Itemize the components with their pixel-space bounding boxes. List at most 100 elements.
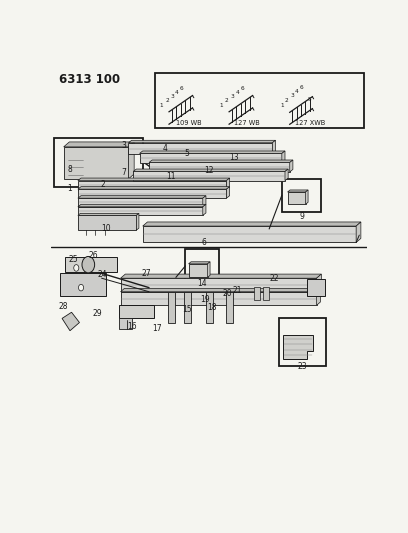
Bar	[121, 292, 317, 305]
Polygon shape	[317, 274, 322, 292]
Polygon shape	[149, 160, 293, 163]
Polygon shape	[78, 196, 206, 198]
Bar	[65, 257, 118, 272]
Polygon shape	[203, 196, 206, 207]
Polygon shape	[188, 262, 210, 264]
Text: 109 WB: 109 WB	[176, 120, 202, 126]
Bar	[206, 292, 213, 322]
Text: 8: 8	[68, 165, 72, 174]
Bar	[188, 264, 208, 277]
Polygon shape	[284, 335, 313, 359]
Text: 14: 14	[197, 279, 206, 288]
Bar	[254, 287, 259, 300]
Text: 23: 23	[297, 362, 307, 372]
Bar	[185, 249, 219, 282]
Polygon shape	[203, 204, 206, 215]
Bar	[129, 143, 273, 154]
Circle shape	[78, 284, 84, 291]
Text: 6: 6	[202, 238, 207, 247]
Text: 6: 6	[300, 85, 304, 90]
Bar	[78, 198, 203, 207]
Text: 3: 3	[171, 94, 175, 99]
Polygon shape	[226, 178, 230, 190]
Text: 25: 25	[69, 255, 79, 264]
Text: 2: 2	[285, 98, 289, 102]
Bar	[119, 305, 154, 318]
Polygon shape	[317, 288, 320, 305]
Text: 1: 1	[159, 102, 163, 108]
Bar	[78, 207, 203, 215]
Polygon shape	[129, 142, 134, 179]
Bar	[263, 287, 268, 300]
Text: 28: 28	[59, 302, 69, 311]
Text: 4: 4	[175, 90, 179, 95]
Bar	[121, 278, 317, 292]
Text: 2: 2	[101, 180, 106, 189]
Polygon shape	[121, 274, 322, 278]
Text: 2: 2	[225, 99, 228, 103]
Polygon shape	[129, 140, 275, 143]
Text: 1: 1	[68, 184, 72, 193]
Bar	[279, 318, 326, 366]
Polygon shape	[136, 213, 139, 230]
Text: 6313 100: 6313 100	[59, 73, 120, 86]
Bar	[226, 292, 233, 322]
Polygon shape	[78, 213, 139, 215]
Polygon shape	[306, 190, 308, 204]
Text: 2: 2	[166, 98, 169, 102]
Text: 16: 16	[127, 322, 136, 331]
Text: 3: 3	[290, 93, 294, 99]
Text: 17: 17	[152, 324, 162, 333]
Polygon shape	[62, 312, 80, 330]
Bar	[54, 138, 143, 187]
Bar	[78, 215, 136, 230]
Bar	[168, 292, 175, 322]
Text: 20: 20	[223, 289, 232, 298]
Text: 5: 5	[184, 149, 189, 158]
Text: 29: 29	[92, 309, 102, 318]
Bar	[78, 189, 226, 198]
Bar	[149, 163, 290, 172]
Text: 15: 15	[182, 305, 192, 314]
Circle shape	[74, 265, 79, 271]
Text: 1: 1	[280, 102, 284, 108]
Text: 127 XWB: 127 XWB	[295, 120, 326, 126]
Polygon shape	[356, 222, 361, 243]
Bar	[64, 147, 129, 179]
Polygon shape	[285, 169, 288, 181]
Text: 24: 24	[98, 270, 107, 279]
Text: 1: 1	[220, 103, 223, 108]
Text: 4: 4	[236, 90, 239, 95]
Polygon shape	[226, 187, 230, 198]
Bar	[143, 226, 356, 243]
Polygon shape	[208, 262, 210, 277]
Bar	[119, 318, 132, 329]
Text: 6: 6	[180, 86, 183, 91]
Polygon shape	[273, 140, 275, 154]
Text: 4: 4	[295, 90, 299, 94]
Polygon shape	[282, 151, 285, 163]
Bar	[133, 172, 285, 181]
Text: 5: 5	[308, 97, 312, 102]
Text: 22: 22	[269, 273, 279, 282]
Text: 18: 18	[208, 303, 217, 312]
Bar	[288, 192, 306, 204]
Circle shape	[82, 256, 95, 273]
Bar	[155, 73, 364, 127]
Bar	[282, 179, 322, 212]
Text: 6: 6	[241, 86, 244, 91]
Text: 13: 13	[230, 152, 239, 161]
Text: 4: 4	[162, 144, 167, 154]
Polygon shape	[121, 288, 320, 292]
Bar	[78, 181, 226, 190]
Polygon shape	[78, 187, 230, 189]
Text: 27: 27	[141, 269, 151, 278]
Bar	[60, 273, 106, 296]
Text: 7: 7	[121, 168, 126, 177]
Bar	[140, 154, 282, 163]
Polygon shape	[140, 151, 285, 154]
Polygon shape	[143, 222, 361, 226]
Text: 9: 9	[299, 212, 304, 221]
Text: 19: 19	[200, 295, 210, 304]
Polygon shape	[78, 178, 230, 181]
